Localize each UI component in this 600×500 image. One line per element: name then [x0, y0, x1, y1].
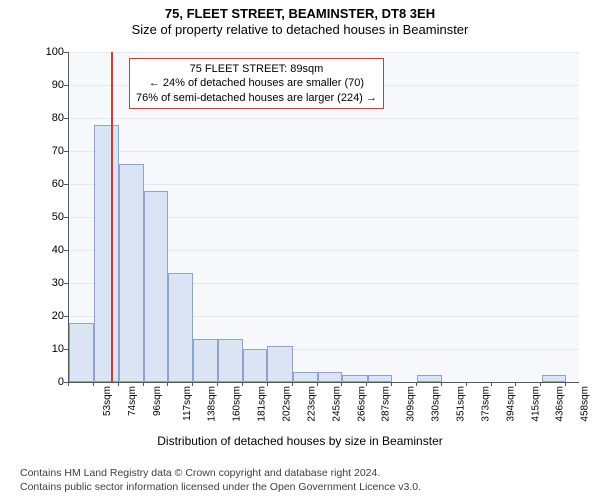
xtick-mark: [366, 382, 367, 386]
ytick-label: 100: [34, 46, 64, 58]
ytick-label: 80: [34, 112, 64, 124]
xtick-mark: [391, 382, 392, 386]
xtick-label: 117sqm: [181, 386, 192, 421]
xtick-mark: [242, 382, 243, 386]
histogram-bar: [368, 375, 393, 382]
callout-box: 75 FLEET STREET: 89sqm ← 24% of detached…: [129, 58, 384, 109]
callout-line-2: ← 24% of detached houses are smaller (70…: [136, 76, 377, 90]
ytick-label: 40: [34, 244, 64, 256]
ytick-mark: [64, 151, 68, 152]
xtick-label: 202sqm: [282, 386, 293, 422]
callout-line-1: 75 FLEET STREET: 89sqm: [136, 62, 377, 76]
ytick-mark: [64, 118, 68, 119]
ytick-mark: [64, 52, 68, 53]
xtick-mark: [416, 382, 417, 386]
ytick-mark: [64, 85, 68, 86]
xtick-mark: [540, 382, 541, 386]
xtick-mark: [466, 382, 467, 386]
ytick-label: 70: [34, 145, 64, 157]
xtick-mark: [341, 382, 342, 386]
gridline: [69, 52, 579, 53]
ytick-label: 60: [34, 178, 64, 190]
xtick-mark: [565, 382, 566, 386]
ytick-mark: [64, 184, 68, 185]
xtick-label: 287sqm: [381, 386, 392, 422]
histogram-bar: [94, 125, 120, 382]
ytick-label: 30: [34, 277, 64, 289]
xtick-label: 394sqm: [505, 386, 516, 422]
histogram-bar: [119, 164, 144, 382]
xtick-label: 138sqm: [207, 386, 218, 422]
ytick-mark: [64, 316, 68, 317]
xtick-label: 181sqm: [257, 386, 268, 422]
histogram-bar: [144, 191, 169, 382]
xtick-label: 74sqm: [127, 386, 138, 416]
ytick-mark: [64, 217, 68, 218]
xtick-label: 373sqm: [480, 386, 491, 422]
ytick-mark: [64, 283, 68, 284]
xtick-label: 458sqm: [580, 386, 591, 422]
histogram-chart: Number of detached properties 75 FLEET S…: [0, 40, 600, 440]
xtick-label: 266sqm: [356, 386, 367, 422]
histogram-bar: [168, 273, 193, 382]
ytick-label: 90: [34, 79, 64, 91]
histogram-bar: [267, 346, 293, 382]
xtick-label: 245sqm: [331, 386, 342, 422]
ytick-mark: [64, 250, 68, 251]
xtick-mark: [217, 382, 218, 386]
footer-attribution: Contains HM Land Registry data © Crown c…: [20, 466, 421, 494]
histogram-bar: [69, 323, 94, 382]
histogram-bar: [293, 372, 318, 382]
xtick-mark: [441, 382, 442, 386]
xtick-mark: [292, 382, 293, 386]
xtick-mark: [93, 382, 94, 386]
xtick-label: 351sqm: [456, 386, 467, 422]
xtick-mark: [317, 382, 318, 386]
xtick-mark: [68, 382, 69, 386]
xtick-mark: [267, 382, 268, 386]
callout-line-3: 76% of semi-detached houses are larger (…: [136, 91, 377, 105]
gridline: [69, 118, 579, 119]
xtick-label: 436sqm: [555, 386, 566, 422]
xtick-mark: [143, 382, 144, 386]
xtick-mark: [515, 382, 516, 386]
ytick-label: 20: [34, 310, 64, 322]
footer-line-2: Contains public sector information licen…: [20, 480, 421, 494]
xtick-label: 53sqm: [102, 386, 113, 416]
xtick-label: 415sqm: [530, 386, 541, 422]
plot-area: 75 FLEET STREET: 89sqm ← 24% of detached…: [68, 52, 579, 383]
histogram-bar: [193, 339, 219, 382]
xtick-mark: [167, 382, 168, 386]
xtick-mark: [192, 382, 193, 386]
histogram-bar: [243, 349, 268, 382]
histogram-bar: [318, 372, 343, 382]
x-axis-label: Distribution of detached houses by size …: [0, 434, 600, 448]
marker-line: [111, 52, 113, 382]
subtitle: Size of property relative to detached ho…: [0, 22, 600, 38]
xtick-label: 223sqm: [306, 386, 317, 422]
ytick-mark: [64, 349, 68, 350]
histogram-bar: [218, 339, 243, 382]
footer-line-1: Contains HM Land Registry data © Crown c…: [20, 466, 421, 480]
gridline: [69, 184, 579, 185]
xtick-label: 160sqm: [232, 386, 243, 422]
ytick-label: 10: [34, 343, 64, 355]
ytick-label: 50: [34, 211, 64, 223]
histogram-bar: [417, 375, 443, 382]
xtick-mark: [491, 382, 492, 386]
xtick-mark: [118, 382, 119, 386]
xtick-label: 330sqm: [431, 386, 442, 422]
address-title: 75, FLEET STREET, BEAMINSTER, DT8 3EH: [0, 6, 600, 22]
xtick-label: 96sqm: [152, 386, 163, 416]
chart-header: 75, FLEET STREET, BEAMINSTER, DT8 3EH Si…: [0, 0, 600, 39]
histogram-bar: [342, 375, 368, 382]
xtick-label: 309sqm: [406, 386, 417, 422]
gridline: [69, 151, 579, 152]
ytick-label: 0: [34, 376, 64, 388]
histogram-bar: [542, 375, 567, 382]
